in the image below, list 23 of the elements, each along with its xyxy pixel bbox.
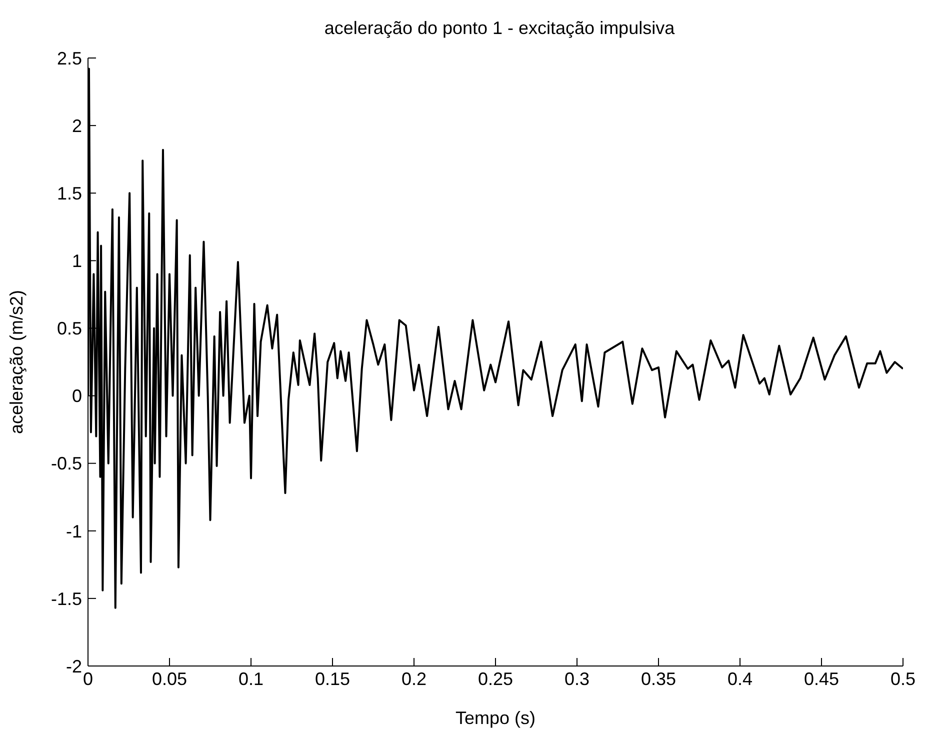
- x-tick-label: 0.25: [478, 668, 514, 689]
- y-tick-label: 1.5: [56, 184, 82, 204]
- y-tick-label: -0.5: [50, 454, 82, 474]
- x-tick-label: 0.35: [640, 668, 676, 689]
- y-tick-label: 1: [72, 251, 82, 272]
- x-tick-label: 0.3: [564, 668, 590, 689]
- y-tick-label: 0.5: [56, 318, 82, 339]
- x-tick-label: 0.2: [401, 668, 427, 689]
- x-tick-label: 0.45: [804, 668, 840, 689]
- y-tick-label: -1: [66, 521, 82, 542]
- x-tick-label: 0.15: [314, 668, 350, 689]
- y-tick-label: 2.5: [56, 48, 82, 68]
- x-tick-label: 0.1: [238, 668, 264, 689]
- x-tick-label: 0.4: [727, 668, 753, 689]
- x-axis-title: Tempo (s): [455, 708, 536, 728]
- x-tick-label: 0.5: [890, 668, 916, 689]
- y-tick-label: -2: [66, 656, 82, 676]
- y-tick-label: -1.5: [50, 588, 82, 609]
- chart-title: aceleração do ponto 1 - excitação impulsiva: [323, 18, 676, 39]
- y-tick-label: 2: [72, 116, 82, 136]
- y-tick-label: 0: [72, 386, 82, 406]
- x-tick-label: 0.05: [152, 668, 188, 689]
- y-axis-title: aceleração (m/s2): [6, 290, 26, 434]
